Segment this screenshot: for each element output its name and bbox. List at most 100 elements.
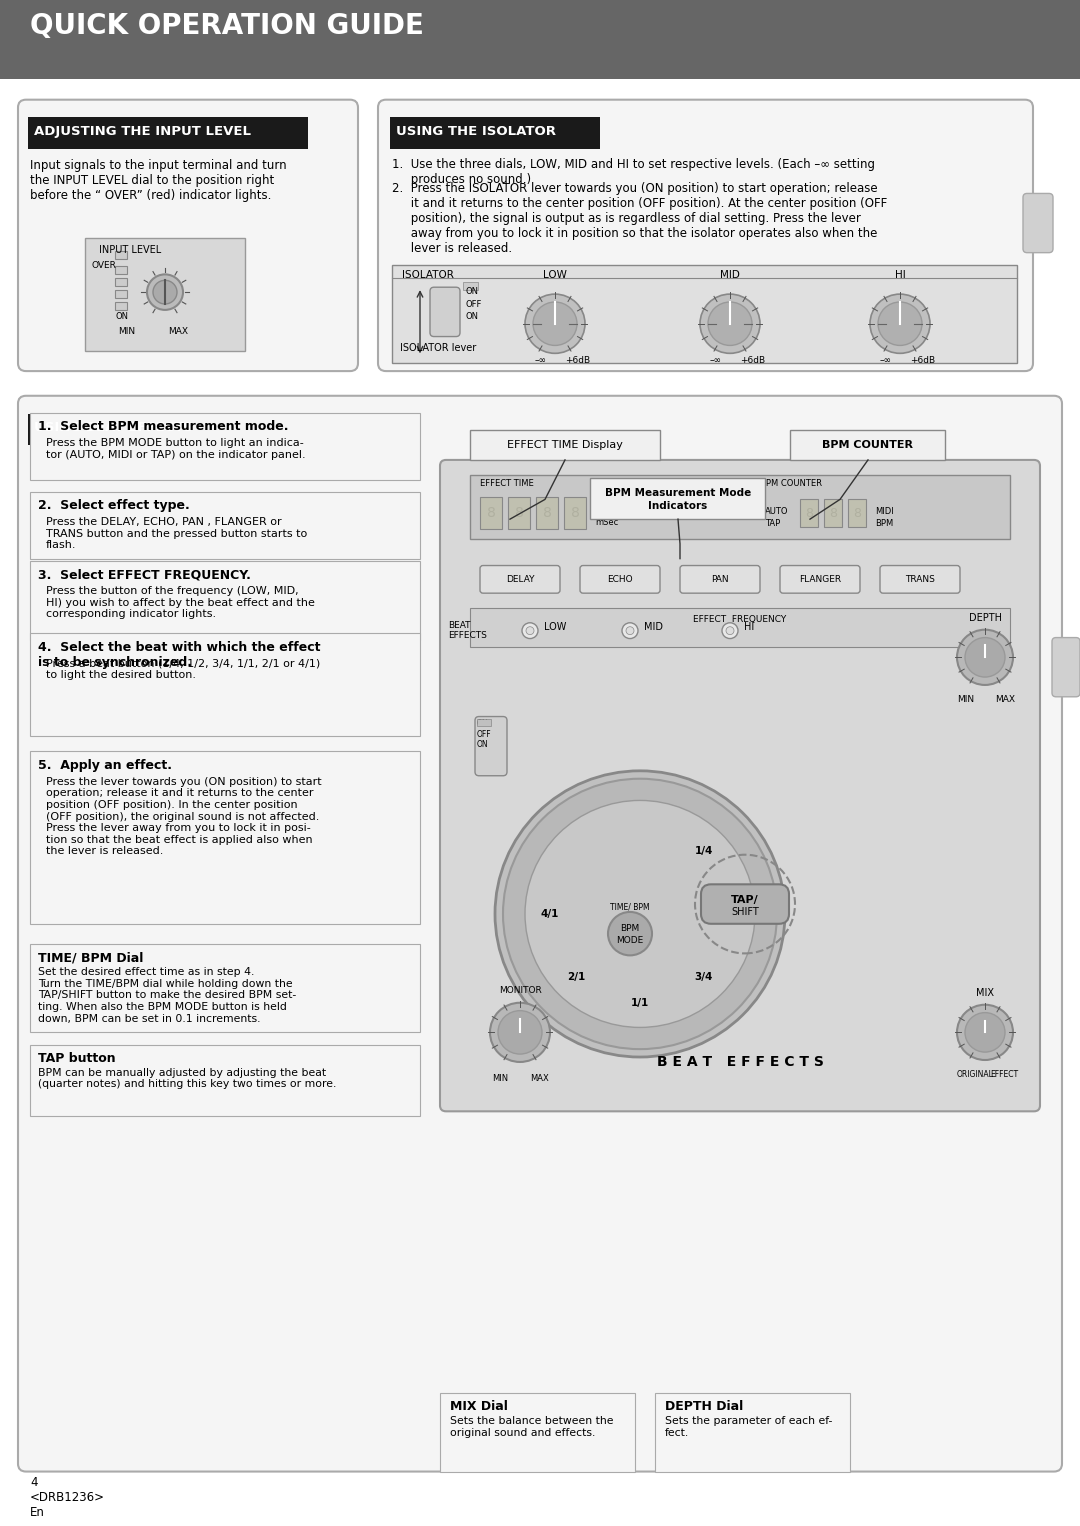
Circle shape [498,1010,542,1054]
Text: Sets the parameter of each ef-
fect.: Sets the parameter of each ef- fect. [665,1416,833,1437]
FancyBboxPatch shape [18,99,357,371]
Text: MIX Dial: MIX Dial [450,1401,508,1413]
Bar [477,719,491,726]
Text: 8: 8 [805,507,813,520]
Bar [848,499,866,526]
Text: TIME/ BPM: TIME/ BPM [610,903,650,913]
Circle shape [708,302,752,345]
Text: MIN: MIN [957,694,974,703]
Text: +6dB: +6dB [910,356,935,365]
Text: ECHO: ECHO [607,575,633,584]
Text: TAP: TAP [765,519,780,528]
Bar [824,499,842,526]
FancyBboxPatch shape [440,459,1040,1111]
Circle shape [525,801,755,1027]
Circle shape [503,778,777,1050]
FancyBboxPatch shape [780,566,860,594]
Bar [508,497,530,530]
Text: DEPTH Dial: DEPTH Dial [665,1401,743,1413]
Circle shape [878,302,922,345]
FancyBboxPatch shape [480,566,561,594]
Circle shape [147,275,183,310]
Text: ON: ON [114,311,129,320]
Bar [470,607,1010,647]
Text: 8: 8 [514,507,524,520]
Text: Press the BPM MODE button to light an indica-
tor (AUTO, MIDI or TAP) on the ind: Press the BPM MODE button to light an in… [46,438,306,459]
Text: SHIFT: SHIFT [731,906,759,917]
Text: 8: 8 [853,507,861,520]
Bar [114,302,127,310]
Text: ISOLATOR lever: ISOLATOR lever [400,343,476,354]
FancyBboxPatch shape [378,99,1032,371]
Circle shape [957,1004,1013,1061]
Bar [463,282,478,290]
Text: OFF: OFF [477,731,491,740]
Bar [114,290,127,298]
Circle shape [608,913,652,955]
Text: MAX: MAX [530,1074,549,1083]
Text: MIX: MIX [976,987,994,998]
FancyBboxPatch shape [880,566,960,594]
Text: MAX: MAX [168,327,188,336]
Text: Input signals to the input terminal and turn
the INPUT LEVEL dial to the positio: Input signals to the input terminal and … [30,159,286,201]
Bar [390,118,600,150]
Text: MID: MID [644,621,663,632]
Text: ADJUSTING THE INPUT LEVEL: ADJUSTING THE INPUT LEVEL [33,125,251,137]
Text: Set the desired effect time as in step 4.
Turn the TIME/BPM dial while holding d: Set the desired effect time as in step 4… [38,967,296,1024]
Bar [114,267,127,275]
FancyBboxPatch shape [1023,194,1053,253]
FancyBboxPatch shape [475,717,507,775]
Bar [590,478,765,519]
Text: OVER: OVER [91,261,116,270]
Text: MONITOR: MONITOR [499,986,541,995]
Text: TRANS: TRANS [905,575,935,584]
Circle shape [966,638,1005,678]
Circle shape [622,623,638,638]
Circle shape [966,1013,1005,1051]
Text: BPM: BPM [875,519,893,528]
Text: BPM COUNTER: BPM COUNTER [760,479,822,488]
Bar [470,475,1010,539]
Text: mSec: mSec [595,517,618,526]
Text: Sets the balance between the
original sound and effects.: Sets the balance between the original so… [450,1416,613,1437]
Text: 3/4: 3/4 [694,972,713,981]
Text: OFF: OFF [465,301,482,310]
Bar [480,497,502,530]
Circle shape [700,295,760,354]
Circle shape [957,630,1013,685]
Bar [440,1393,635,1471]
Circle shape [525,295,585,354]
Bar [564,497,586,530]
FancyBboxPatch shape [430,287,460,337]
Bar [470,430,660,459]
Text: MID: MID [720,270,740,281]
FancyBboxPatch shape [1052,638,1080,697]
Circle shape [153,281,177,304]
Text: EFFECT: EFFECT [990,1070,1018,1079]
Text: Indicators: Indicators [648,502,707,511]
Text: BPM: BPM [620,925,639,934]
Bar [114,250,127,258]
Text: 1/4: 1/4 [694,845,713,856]
Text: QUICK OPERATION GUIDE: QUICK OPERATION GUIDE [30,12,423,40]
Text: –∞: –∞ [880,356,892,365]
Text: USING THE ISOLATOR: USING THE ISOLATOR [396,125,556,137]
Text: ON: ON [465,287,478,296]
Text: 2/1: 2/1 [567,972,585,981]
Text: ORIGINAL: ORIGINAL [957,1070,994,1079]
Text: BPM can be manually adjusted by adjusting the beat
(quarter notes) and hitting t: BPM can be manually adjusted by adjustin… [38,1068,336,1090]
Bar [789,430,945,459]
Text: 1/1: 1/1 [631,998,649,1007]
Text: ON: ON [477,740,488,749]
Text: Press the lever towards you (ON position) to start
operation; release it and it : Press the lever towards you (ON position… [46,777,322,856]
Text: TAP/: TAP/ [731,896,759,905]
Bar [30,560,420,639]
Text: 5.  Apply an effect.: 5. Apply an effect. [38,758,172,772]
Text: USING BEAT EFFECTS: USING BEAT EFFECTS [33,421,193,433]
Bar [392,264,1017,363]
Circle shape [495,771,785,1058]
FancyBboxPatch shape [580,566,660,594]
Text: ISOLATOR: ISOLATOR [402,270,454,281]
Text: BPM COUNTER: BPM COUNTER [823,439,914,450]
Text: 8: 8 [829,507,837,520]
